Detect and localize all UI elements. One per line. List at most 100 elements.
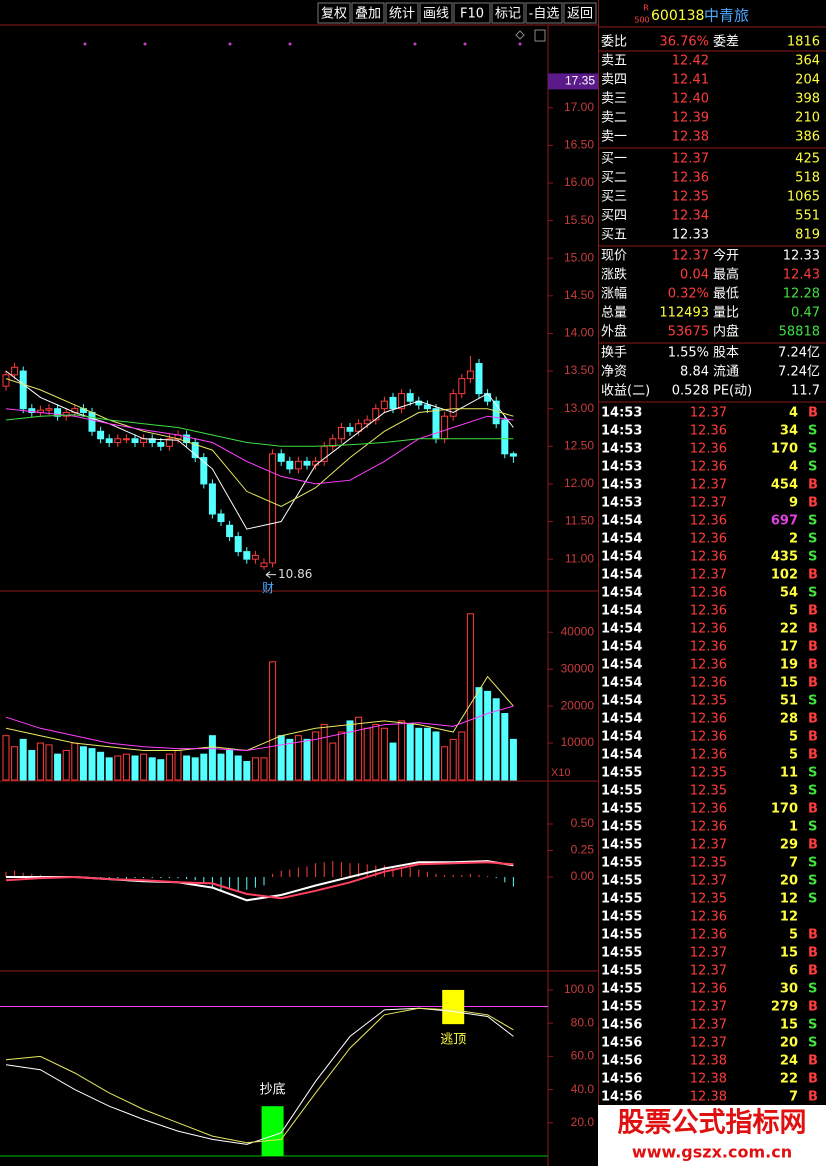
- trade-volume: 4: [789, 406, 798, 421]
- candle-body: [2, 374, 10, 387]
- trade-volume: 28: [780, 712, 798, 727]
- trade-side: B: [808, 1054, 818, 1069]
- indicator-line: [5, 378, 514, 508]
- trade-volume: 30: [780, 982, 798, 997]
- level-price: 12.33: [672, 228, 709, 243]
- level-label: 买一: [601, 152, 627, 167]
- toolbar-label[interactable]: 叠加: [355, 7, 381, 22]
- toolbar-button[interactable]: [317, 2, 351, 24]
- trade-time: 14:54: [601, 676, 642, 691]
- y-tick-label: 11.00: [565, 551, 594, 565]
- y-tick-label: 16.50: [564, 138, 594, 152]
- trade-side: S: [808, 784, 817, 799]
- trade-time: 14:53: [601, 406, 642, 421]
- toolbar-button[interactable]: [351, 2, 385, 24]
- toolbar-button[interactable]: [563, 2, 597, 24]
- trade-side: S: [808, 424, 817, 439]
- candle-body: [122, 438, 130, 441]
- trade-volume: 20: [780, 1036, 798, 1051]
- trade-side: S: [808, 766, 817, 781]
- trade-price: 12.36: [690, 460, 727, 475]
- trade-time: 14:54: [601, 622, 642, 637]
- watermark-title: 股票公式指标网: [618, 1108, 807, 1139]
- volume-bar: [131, 755, 139, 781]
- trade-side: B: [808, 640, 818, 655]
- trade-price: 12.36: [690, 586, 727, 601]
- toolbar-button[interactable]: [419, 2, 453, 24]
- toolbar-label[interactable]: 返回: [567, 7, 593, 22]
- diamond-icon[interactable]: [515, 30, 525, 40]
- volume-bar: [28, 749, 36, 781]
- trade-time: 14:54: [601, 640, 642, 655]
- toolbar-label[interactable]: 复权: [321, 6, 347, 22]
- volume-bar: [208, 735, 216, 781]
- volume-bar: [19, 738, 27, 781]
- volume-bar: [97, 751, 105, 781]
- toolbar-label[interactable]: 画线: [423, 7, 449, 22]
- low-arrow: [265, 571, 276, 579]
- trade-price: 12.37: [690, 406, 727, 421]
- candle-body: [398, 393, 406, 410]
- level-label: 卖四: [601, 73, 627, 88]
- trade-time: 14:54: [601, 694, 642, 709]
- toolbar-label[interactable]: 统计: [389, 7, 415, 22]
- level-volume: 210: [795, 111, 820, 126]
- trade-volume: 34: [780, 424, 798, 439]
- quote-value: 12.28: [783, 287, 820, 302]
- candle-body: [226, 524, 234, 538]
- candle-body: [234, 536, 242, 553]
- trade-time: 14:56: [601, 1018, 642, 1033]
- trade-time: 14:56: [601, 1054, 642, 1069]
- trade-volume: 12: [780, 910, 798, 925]
- value: 36.76%: [659, 35, 709, 50]
- volume-bar: [217, 753, 225, 781]
- level-volume: 1065: [787, 190, 820, 205]
- toolbar-label[interactable]: F10: [460, 7, 484, 22]
- volume-unit: X10: [551, 767, 571, 779]
- quote-label: 量比: [713, 306, 739, 321]
- toolbar-button[interactable]: [453, 2, 491, 24]
- badge-top: R: [643, 4, 649, 13]
- indicator-line: [5, 414, 514, 447]
- trade-volume: 170: [771, 442, 798, 457]
- trade-time: 14:55: [601, 964, 642, 979]
- volume-bar: [484, 690, 492, 781]
- candle-body: [45, 408, 53, 411]
- toolbar-label[interactable]: -自选: [529, 7, 560, 22]
- trade-price: 12.37: [690, 478, 727, 493]
- volume-bar: [355, 716, 363, 781]
- volume-bar: [329, 742, 337, 781]
- trade-volume: 454: [771, 478, 798, 493]
- trade-time: 14:54: [601, 658, 642, 673]
- level-volume: 819: [795, 228, 820, 243]
- trade-price: 12.36: [690, 712, 727, 727]
- candle-body: [28, 408, 36, 413]
- trade-side: S: [808, 460, 817, 475]
- y-tick-label: 20000: [561, 698, 595, 712]
- toolbar-button[interactable]: [491, 2, 525, 24]
- event-marker: 财: [262, 581, 274, 595]
- trade-side: B: [808, 604, 818, 619]
- trade-side: B: [808, 406, 818, 421]
- volume-bar: [372, 724, 380, 781]
- toolbar-label[interactable]: 标记: [495, 7, 521, 22]
- volume-bar: [312, 731, 320, 781]
- window-icon[interactable]: [534, 29, 546, 42]
- trade-side: S: [808, 514, 817, 529]
- toolbar-button[interactable]: [525, 2, 563, 24]
- y-tick-label: 15.50: [564, 213, 594, 227]
- trade-price: 12.36: [690, 514, 727, 529]
- volume-bar: [269, 661, 277, 781]
- candle-body: [131, 438, 139, 444]
- trade-time: 14:54: [601, 568, 642, 583]
- toolbar-button[interactable]: [385, 2, 419, 24]
- candle-body: [62, 411, 70, 417]
- trade-price: 12.36: [690, 424, 727, 439]
- trade-volume: 29: [780, 838, 798, 853]
- quote-label: 涨跌: [601, 267, 627, 283]
- y-tick-label: 13.50: [564, 363, 594, 377]
- level-label: 卖二: [601, 111, 627, 126]
- candle-body: [329, 438, 337, 447]
- volume-bar: [2, 735, 10, 781]
